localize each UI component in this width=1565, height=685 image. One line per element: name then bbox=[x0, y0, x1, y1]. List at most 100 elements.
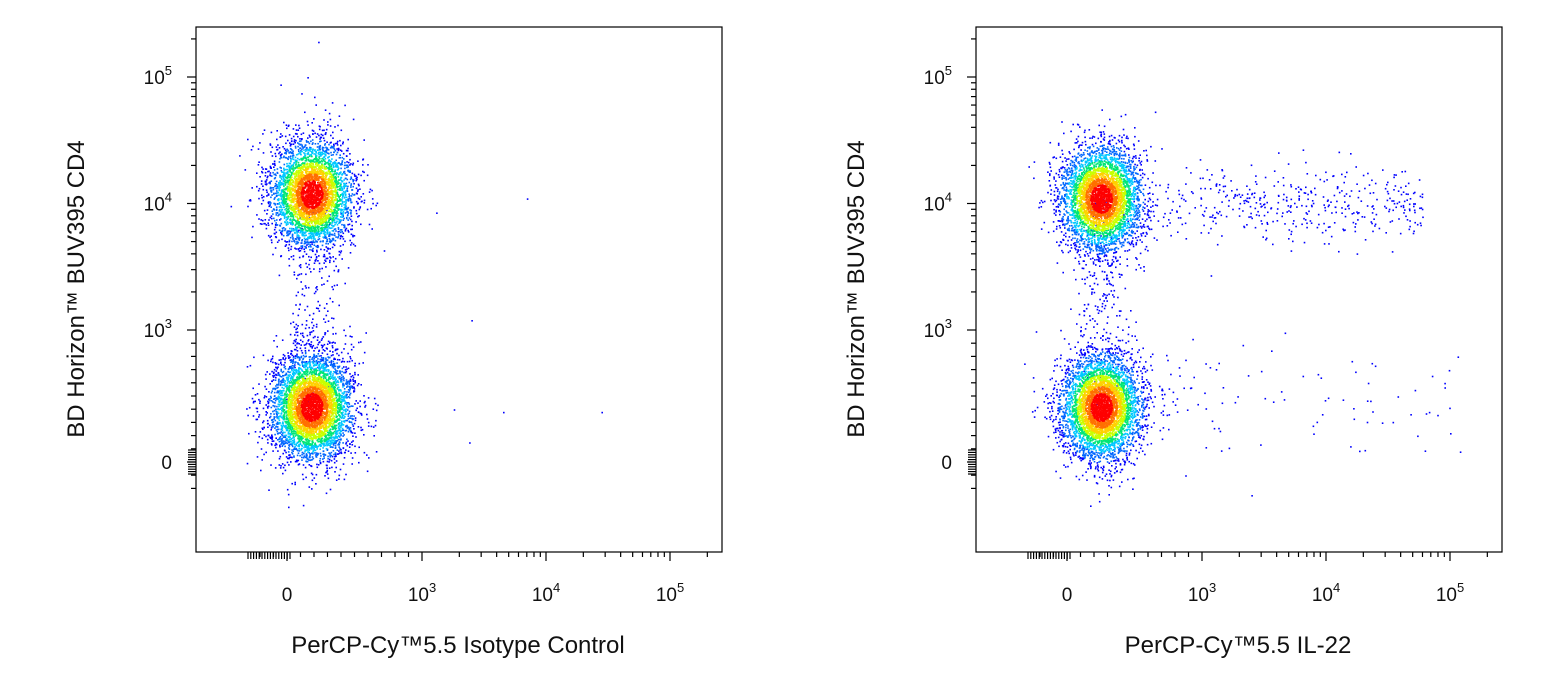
event-dot bbox=[280, 175, 283, 178]
event-dot bbox=[305, 160, 308, 162]
event-dot bbox=[343, 217, 345, 220]
event-dot bbox=[274, 185, 276, 188]
event-dot bbox=[262, 219, 264, 222]
event-dot bbox=[298, 445, 300, 448]
event-dot bbox=[280, 222, 283, 225]
event-dot bbox=[287, 139, 289, 142]
event-dot bbox=[340, 144, 342, 147]
event-dot bbox=[276, 138, 278, 141]
event-dot bbox=[324, 350, 326, 352]
event-dot bbox=[274, 152, 277, 155]
event-dot bbox=[326, 438, 328, 441]
event-dot bbox=[309, 241, 312, 243]
event-dot bbox=[329, 256, 331, 258]
event-dot bbox=[346, 409, 349, 411]
event-dot bbox=[338, 408, 340, 411]
event-dot bbox=[343, 457, 346, 459]
event-dot bbox=[285, 442, 287, 444]
event-dot bbox=[330, 160, 332, 163]
event-dot bbox=[298, 127, 301, 129]
event-dot bbox=[339, 220, 342, 223]
event-dot bbox=[301, 150, 303, 153]
event-dot bbox=[312, 240, 315, 242]
event-dot bbox=[349, 252, 352, 254]
event-dot bbox=[322, 159, 325, 162]
event-dot bbox=[290, 420, 293, 423]
event-dot bbox=[279, 375, 282, 378]
event-dot bbox=[334, 410, 336, 412]
event-dot bbox=[283, 169, 286, 172]
event-dot bbox=[278, 400, 280, 403]
event-dot bbox=[306, 156, 309, 159]
event-dot bbox=[288, 210, 291, 212]
event-dot bbox=[305, 246, 307, 248]
event-dot bbox=[292, 135, 295, 138]
event-dot bbox=[317, 246, 320, 248]
event-dot bbox=[285, 415, 288, 417]
event-dot bbox=[329, 142, 332, 144]
event-dot bbox=[288, 380, 291, 383]
event-dot bbox=[275, 335, 278, 337]
event-dot bbox=[335, 414, 338, 417]
event-dot bbox=[309, 367, 312, 370]
event-dot bbox=[295, 432, 297, 435]
event-dot bbox=[331, 301, 334, 303]
event-dot bbox=[323, 231, 326, 233]
event-dot bbox=[354, 403, 356, 405]
event-dot bbox=[277, 403, 280, 406]
event-dot bbox=[350, 405, 353, 407]
event-dot bbox=[336, 403, 339, 406]
event-dot bbox=[297, 161, 300, 164]
event-dot bbox=[328, 152, 330, 155]
event-dot bbox=[283, 404, 285, 407]
event-dot bbox=[353, 388, 356, 390]
event-dot bbox=[348, 195, 350, 198]
event-dot bbox=[321, 366, 323, 368]
event-dot bbox=[278, 239, 280, 242]
event-dot bbox=[336, 148, 338, 150]
event-dot bbox=[313, 161, 316, 163]
event-dot bbox=[272, 171, 274, 174]
event-dot bbox=[360, 384, 362, 386]
event-dot bbox=[296, 277, 298, 280]
event-dot bbox=[272, 440, 275, 442]
event-dot bbox=[330, 176, 333, 179]
event-dot bbox=[275, 146, 278, 148]
event-dot bbox=[346, 166, 348, 169]
event-dot bbox=[266, 419, 269, 422]
event-dot bbox=[301, 370, 304, 372]
event-dot bbox=[333, 364, 336, 367]
event-dot bbox=[335, 221, 337, 224]
event-dot bbox=[279, 213, 281, 215]
event-dot bbox=[274, 402, 276, 404]
event-dot bbox=[271, 444, 273, 446]
event-dot bbox=[309, 459, 311, 462]
event-dot bbox=[336, 410, 339, 412]
event-dot bbox=[376, 202, 379, 205]
event-dot bbox=[273, 418, 275, 420]
event-dot bbox=[341, 160, 344, 162]
event-dot bbox=[288, 457, 290, 460]
event-dot bbox=[293, 381, 295, 384]
event-dot bbox=[302, 464, 305, 466]
event-dot bbox=[333, 438, 335, 440]
event-dot bbox=[286, 218, 289, 221]
event-dot bbox=[283, 121, 285, 124]
event-dot bbox=[312, 130, 315, 132]
event-dot bbox=[342, 210, 345, 213]
event-dot bbox=[355, 179, 357, 182]
event-dot bbox=[302, 434, 304, 437]
event-dot bbox=[321, 345, 324, 347]
event-dot bbox=[311, 228, 313, 230]
event-dot bbox=[295, 361, 297, 363]
event-dot bbox=[332, 360, 335, 363]
event-dot bbox=[334, 376, 336, 378]
event-dot bbox=[296, 346, 298, 349]
event-dot bbox=[290, 461, 292, 463]
event-dot bbox=[337, 176, 340, 178]
event-dot bbox=[320, 221, 323, 223]
event-dot bbox=[317, 445, 319, 448]
event-dot bbox=[230, 205, 233, 208]
event-dot bbox=[334, 365, 337, 368]
event-dot bbox=[304, 456, 307, 459]
